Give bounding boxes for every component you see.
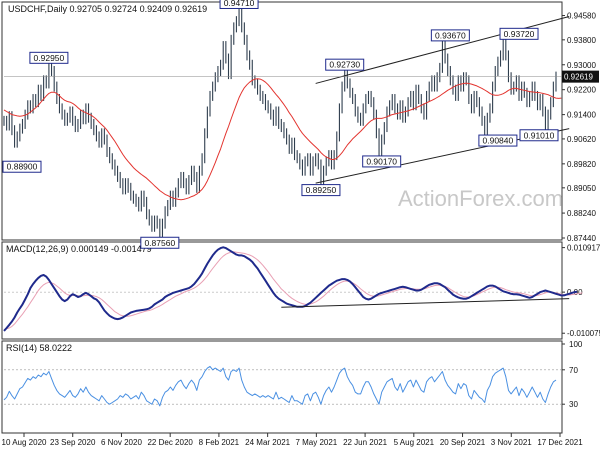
x-tick-label: 17 Dec 2021 (537, 438, 583, 447)
price-series (3, 6, 557, 240)
rsi-y-axis: 100 70 30 (562, 340, 583, 409)
swing-label-box (29, 51, 69, 64)
x-tick-label: 5 Aug 2021 (394, 438, 435, 447)
swing-label-text: 0.90840 (483, 136, 514, 146)
x-tick-label: 22 Dec 2020 (147, 438, 193, 447)
macd-signal-line (3, 251, 583, 331)
price-y-tick-label: 0.93000 (567, 61, 596, 70)
current-price-text: 0.92619 (564, 73, 593, 82)
x-tick-label: 7 May 2021 (295, 438, 337, 447)
rsi-y-tick-label: 100 (569, 340, 583, 349)
rsi-line (3, 365, 557, 407)
swing-label-text: 0.93720 (504, 29, 535, 39)
price-y-tick-label: 0.91400 (567, 111, 596, 120)
x-tick-label: 6 Nov 2020 (101, 438, 142, 447)
swing-label-text: 0.90170 (366, 156, 397, 166)
swing-label-text: 0.92950 (34, 53, 65, 63)
macd-trendline (281, 298, 570, 308)
price-panel-frame (1, 1, 563, 241)
swing-label-text: 0.88900 (7, 162, 38, 172)
macd-y-tick-label: -0.010075 (567, 329, 600, 338)
x-tick-label: 22 Jun 2021 (343, 438, 388, 447)
channel-line (315, 15, 570, 84)
moving-average-series (3, 78, 562, 201)
swing-label-box (519, 129, 559, 142)
swing-label-box (325, 58, 365, 71)
rsi-y-tick-label: 70 (569, 366, 578, 375)
current-price-tag: 0.92619 (4, 70, 599, 83)
swing-label-text: 0.91010 (524, 130, 555, 140)
current-price-box (562, 70, 599, 83)
price-panel-title: USDCHF,Daily 0.92705 0.92724 0.92409 0.9… (8, 4, 207, 14)
price-y-axis: 0.94580 0.93800 0.93000 0.92200 0.91400 0.906… (562, 12, 596, 243)
swing-label-text: 0.93670 (435, 30, 466, 40)
x-tick-label: 24 Mar 2021 (245, 438, 290, 447)
rsi-panel-title: RSI(14) 58.0222 (6, 343, 72, 353)
swing-label-box (362, 155, 402, 168)
swing-label-box (301, 184, 341, 197)
x-tick-label: 23 Sep 2020 (50, 438, 96, 447)
moving-average-line (3, 78, 562, 201)
macd-series (3, 246, 583, 332)
price-y-tick-label: 0.89820 (567, 160, 596, 169)
swing-label-box (219, 0, 259, 9)
price-y-tick-label: 0.88240 (567, 209, 596, 218)
x-axis: 10 Aug 2020 23 Sep 2020 6 Nov 2020 22 Dec 2… (2, 433, 583, 447)
price-y-tick-label: 0.93800 (567, 36, 596, 45)
rsi-levels (4, 369, 562, 405)
swing-label-text: 0.89250 (306, 185, 337, 195)
price-y-tick-label: 0.92200 (567, 86, 596, 95)
swing-label-box (499, 27, 539, 40)
swing-label-box (478, 134, 518, 147)
swing-label-box (2, 160, 42, 173)
x-tick-label: 8 Feb 2021 (199, 438, 240, 447)
price-y-tick-label: 0.87440 (567, 234, 596, 243)
watermark-text: ActionForex.com (398, 186, 563, 211)
x-tick-label: 3 Nov 2021 (491, 438, 532, 447)
swing-label-text: 0.87560 (144, 238, 175, 248)
macd-panel-frame (1, 241, 563, 340)
swing-label-text: 0.92730 (329, 60, 360, 70)
rsi-series (3, 365, 557, 407)
x-tick-label: 20 Sep 2021 (440, 438, 486, 447)
price-y-tick-label: 0.94580 (567, 12, 596, 21)
x-tick-label: 10 Aug 2020 (2, 438, 47, 447)
swing-label-text: 0.94710 (224, 0, 255, 8)
price-y-tick-label: 0.90620 (567, 135, 596, 144)
macd-main-line (3, 246, 578, 332)
swing-label-box (140, 236, 180, 249)
price-y-tick-label: 0.89050 (567, 184, 596, 193)
macd-y-tick-label: 0.010917 (567, 244, 600, 253)
swing-labels: 0.92950 0.88900 0.87560 0.94710 0.89250 0.927… (2, 0, 559, 249)
rsi-panel-frame (1, 340, 563, 434)
macd-panel-title: MACD(12,26,9) 0.000149 -0.001479 (6, 244, 152, 254)
rsi-y-tick-label: 30 (569, 400, 578, 409)
swing-label-box (430, 29, 470, 42)
